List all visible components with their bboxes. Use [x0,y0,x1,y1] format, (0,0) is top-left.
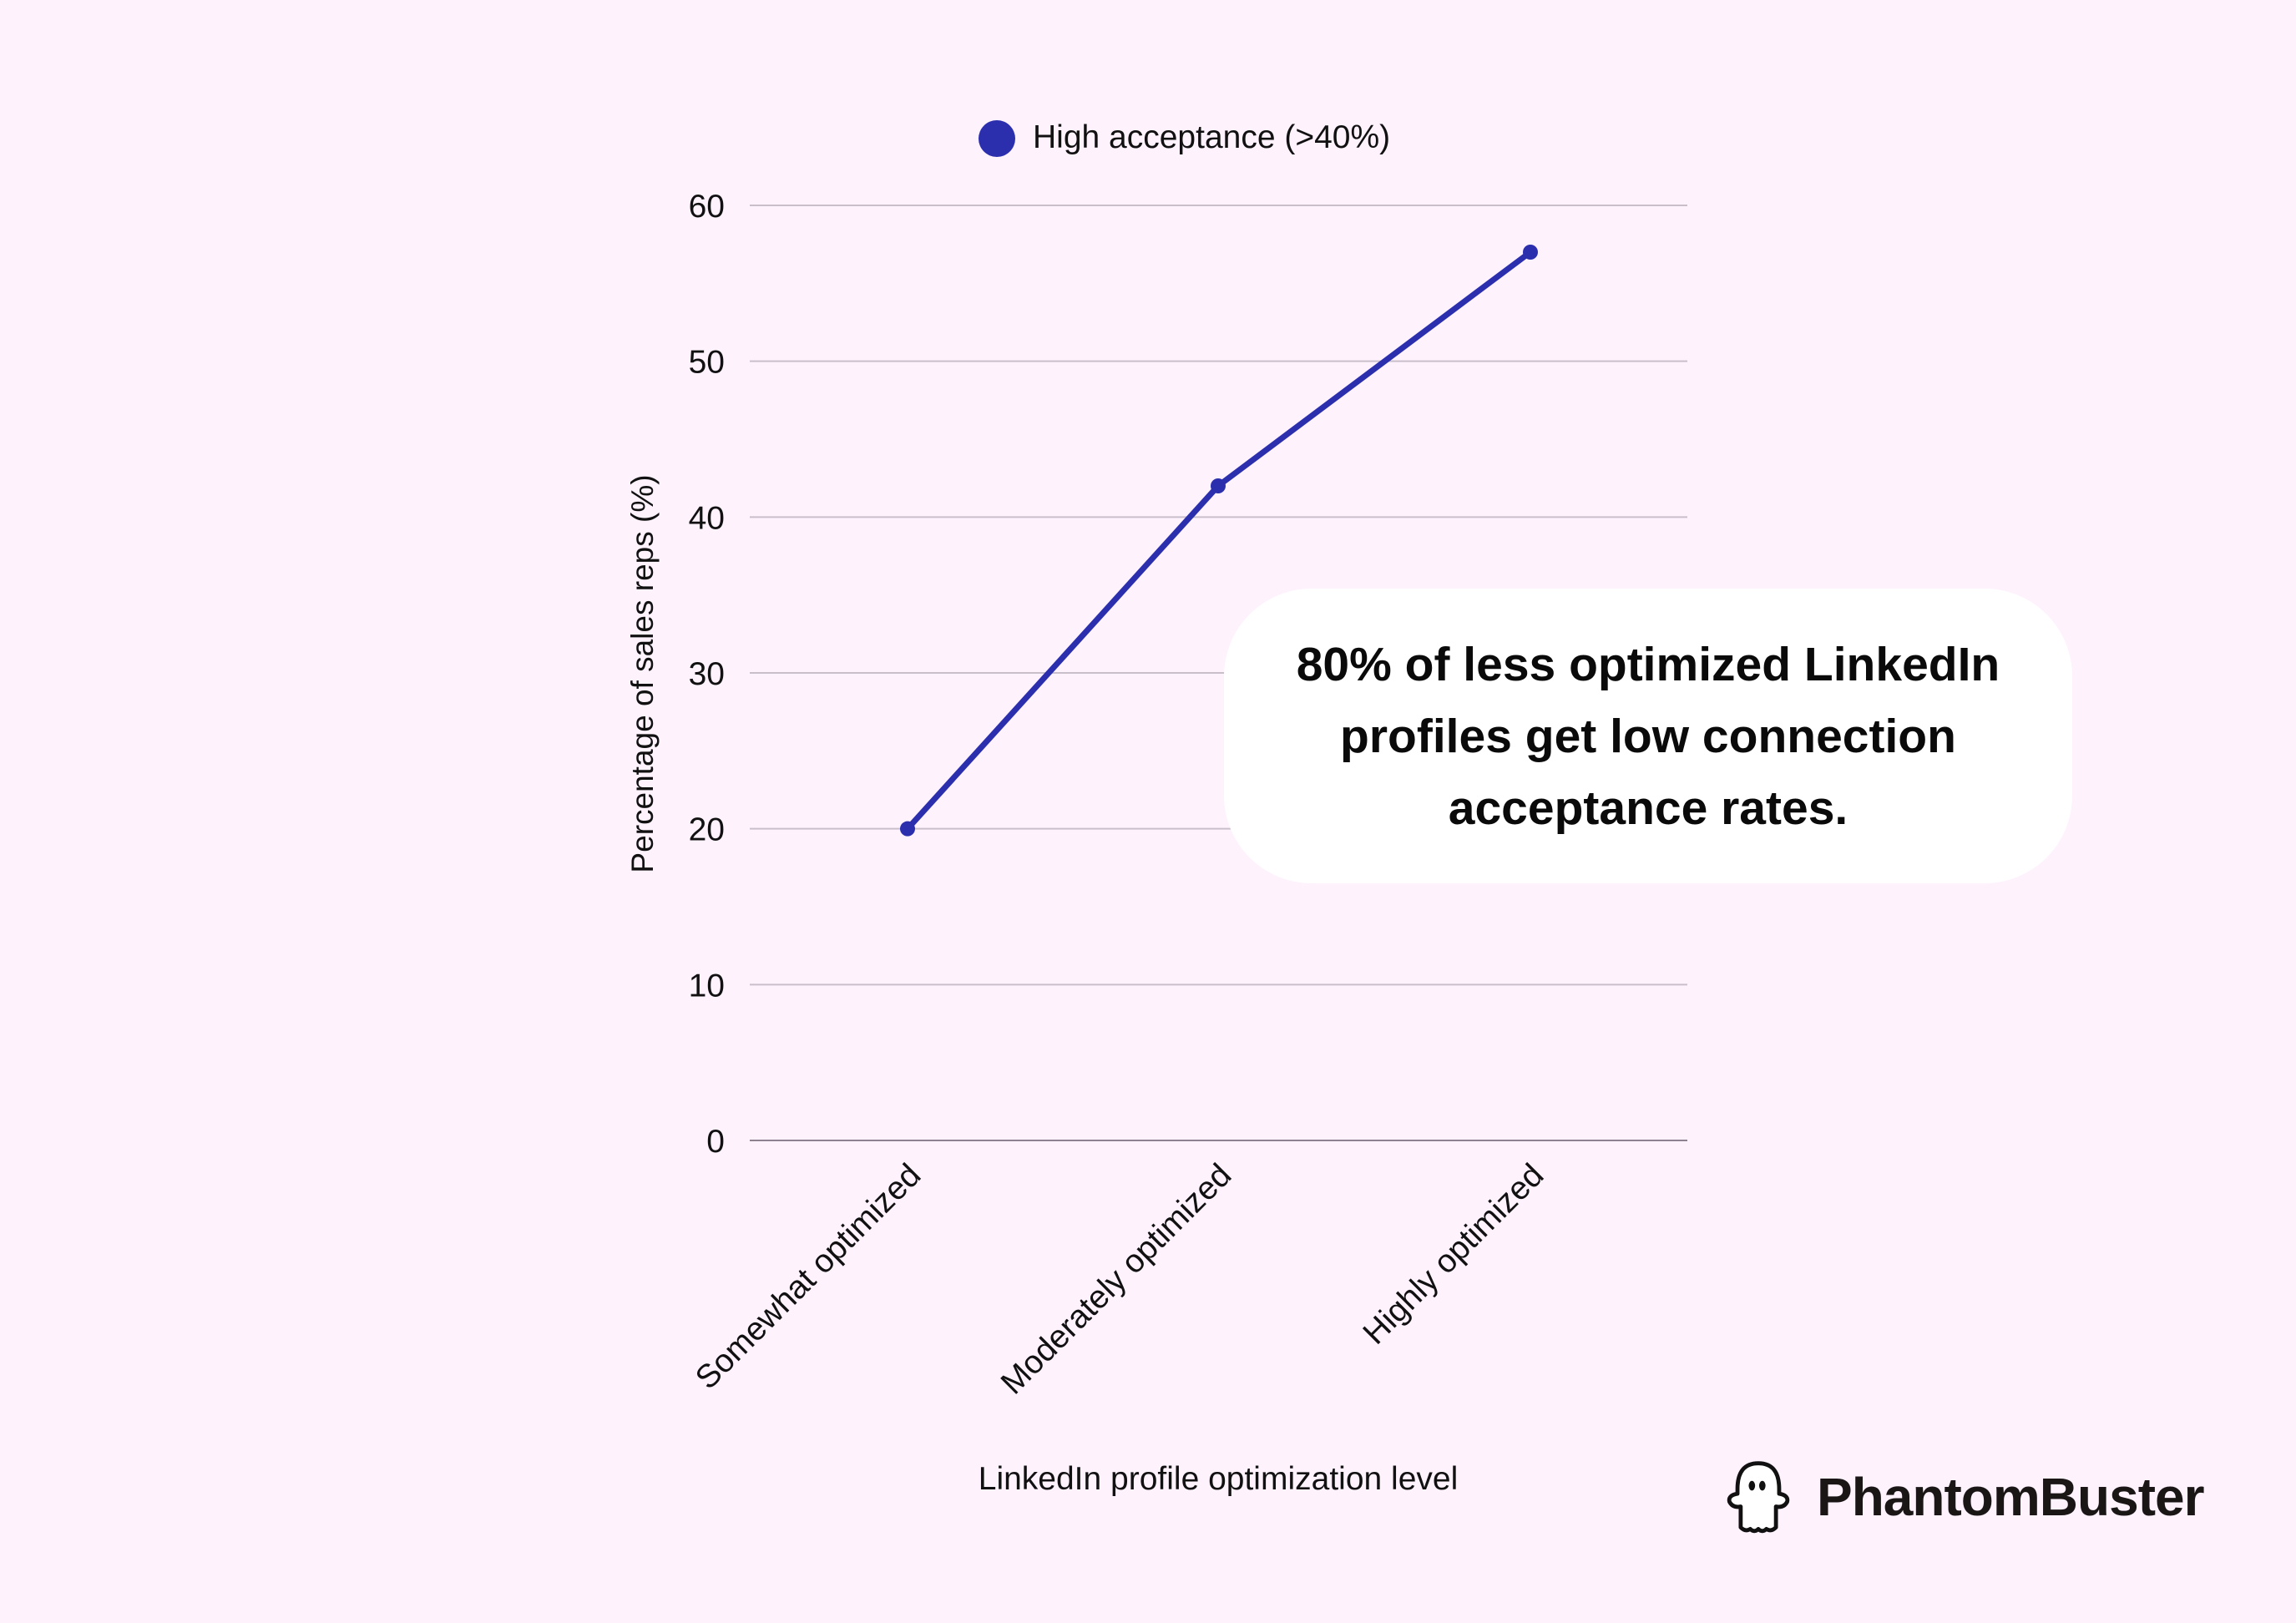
legend-marker [979,120,1015,157]
y-axis-label: Percentage of sales reps (%) [625,474,660,872]
y-tick-label: 0 [706,1124,725,1160]
y-tick-label: 10 [689,968,725,1004]
brand-logo: PhantomBuster [1718,1457,2204,1537]
y-tick-label: 30 [689,656,725,692]
callout-text: 80% of less optimized LinkedIn profiles … [1296,637,2000,835]
x-axis-label: LinkedIn profile optimization level [979,1461,1459,1497]
y-tick-label: 40 [689,500,725,536]
legend: High acceptance (>40%) [979,119,1390,157]
data-point [1523,245,1538,260]
data-point [900,821,915,837]
y-tick-label: 50 [689,345,725,381]
x-tick-label: Somewhat optimized [689,1157,928,1396]
data-point [1211,478,1226,493]
legend-label: High acceptance (>40%) [1033,119,1390,155]
x-tick-label: Moderately optimized [994,1157,1239,1402]
y-tick-label: 20 [689,812,725,848]
ghost-icon [1727,1461,1790,1534]
brand-name: PhantomBuster [1817,1467,2204,1527]
y-tick-label: 60 [689,189,725,225]
callout-box: 80% of less optimized LinkedIn profiles … [1224,589,2072,883]
x-tick-label: Highly optimized [1357,1157,1551,1352]
